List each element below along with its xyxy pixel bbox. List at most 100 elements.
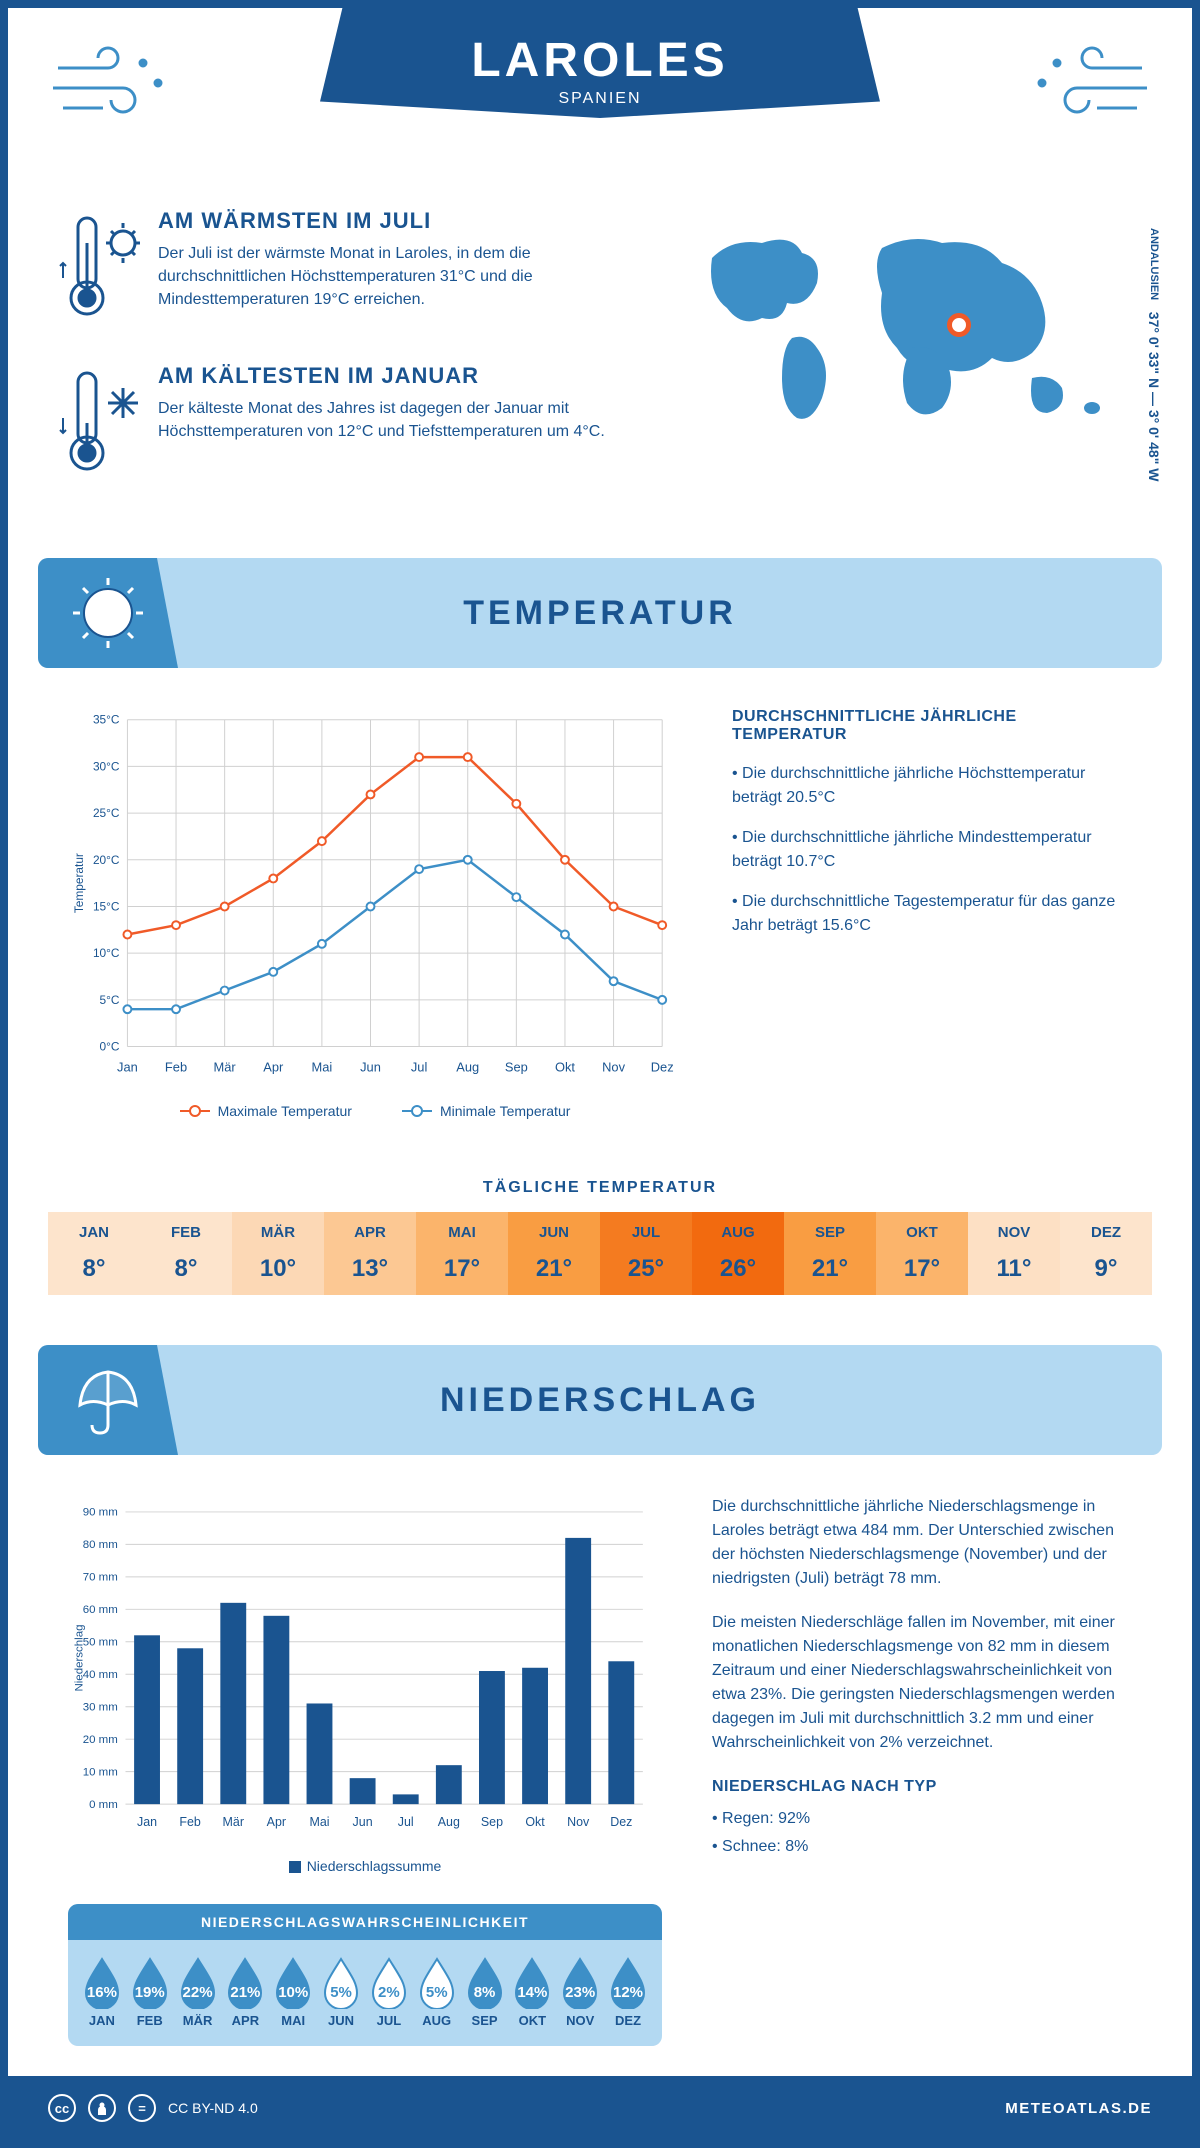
warmest-block: AM WÄRMSTEN IM JULI Der Juli ist der wär… bbox=[58, 208, 642, 333]
svg-text:Feb: Feb bbox=[165, 1059, 187, 1074]
daily-temp-cell: JUN21° bbox=[508, 1212, 600, 1295]
svg-text:Aug: Aug bbox=[438, 1815, 460, 1829]
prob-cell: 16% JAN bbox=[78, 1955, 126, 2028]
svg-text:50 mm: 50 mm bbox=[83, 1637, 118, 1649]
daily-temp-title: TÄGLICHE TEMPERATUR bbox=[8, 1179, 1192, 1197]
precipitation-probability-box: NIEDERSCHLAGSWAHRSCHEINLICHKEIT 16% JAN … bbox=[68, 1904, 662, 2046]
svg-text:25°C: 25°C bbox=[93, 806, 120, 820]
footer: cc = CC BY-ND 4.0 METEOATLAS.DE bbox=[8, 2076, 1192, 2140]
coldest-text: Der kälteste Monat des Jahres ist dagege… bbox=[158, 397, 642, 443]
daily-temp-cell: NOV11° bbox=[968, 1212, 1060, 1295]
precipitation-chart: 0 mm10 mm20 mm30 mm40 mm50 mm60 mm70 mm8… bbox=[68, 1495, 662, 2046]
svg-text:30°C: 30°C bbox=[93, 759, 120, 773]
prob-cell: 8% SEP bbox=[461, 1955, 509, 2028]
temperature-content: 0°C5°C10°C15°C20°C25°C30°C35°CJanFebMärA… bbox=[8, 668, 1192, 1159]
svg-text:Aug: Aug bbox=[456, 1059, 479, 1074]
prob-cell: 19% FEB bbox=[126, 1955, 174, 2028]
svg-text:60 mm: 60 mm bbox=[83, 1604, 118, 1616]
svg-text:10 mm: 10 mm bbox=[83, 1766, 118, 1778]
daily-temp-cell: APR13° bbox=[324, 1212, 416, 1295]
temp-chart-legend: Maximale Temperatur Minimale Temperatur bbox=[68, 1103, 682, 1119]
prob-cell: 21% APR bbox=[221, 1955, 269, 2028]
svg-text:Nov: Nov bbox=[567, 1815, 590, 1829]
temp-bullet: • Die durchschnittliche jährliche Höchst… bbox=[732, 762, 1132, 810]
svg-text:80 mm: 80 mm bbox=[83, 1539, 118, 1551]
sun-icon bbox=[38, 558, 178, 668]
site-name: METEOATLAS.DE bbox=[1005, 2100, 1152, 2117]
svg-text:Nov: Nov bbox=[602, 1059, 625, 1074]
wind-icon bbox=[1022, 38, 1152, 133]
coldest-title: AM KÄLTESTEN IM JANUAR bbox=[158, 363, 642, 389]
precip-para1: Die durchschnittliche jährliche Niedersc… bbox=[712, 1495, 1132, 1591]
nd-icon: = bbox=[128, 2094, 156, 2122]
warmest-title: AM WÄRMSTEN IM JULI bbox=[158, 208, 642, 234]
svg-text:Mär: Mär bbox=[214, 1059, 237, 1074]
precipitation-content: 0 mm10 mm20 mm30 mm40 mm50 mm60 mm70 mm8… bbox=[8, 1455, 1192, 2076]
world-map: ANDALUSIEN 37° 0' 33" N — 3° 0' 48" W bbox=[682, 208, 1142, 518]
svg-text:90 mm: 90 mm bbox=[83, 1507, 118, 1519]
svg-text:Jan: Jan bbox=[137, 1815, 157, 1829]
svg-text:Temperatur: Temperatur bbox=[72, 853, 86, 913]
coordinates: ANDALUSIEN 37° 0' 33" N — 3° 0' 48" W bbox=[1146, 228, 1162, 481]
svg-text:Apr: Apr bbox=[263, 1059, 284, 1074]
license-block: cc = CC BY-ND 4.0 bbox=[48, 2094, 258, 2122]
thermometer-sun-icon bbox=[58, 208, 138, 333]
intro-text-column: AM WÄRMSTEN IM JULI Der Juli ist der wär… bbox=[58, 208, 642, 518]
svg-text:0°C: 0°C bbox=[100, 1040, 120, 1054]
precip-type-item: • Regen: 92% bbox=[712, 1807, 1132, 1831]
temp-bullet: • Die durchschnittliche jährliche Mindes… bbox=[732, 826, 1132, 874]
svg-text:0 mm: 0 mm bbox=[89, 1799, 118, 1811]
country-subtitle: SPANIEN bbox=[400, 90, 800, 108]
precip-type-item: • Schnee: 8% bbox=[712, 1835, 1132, 1859]
svg-text:Feb: Feb bbox=[179, 1815, 201, 1829]
daily-temp-cell: MÄR10° bbox=[232, 1212, 324, 1295]
umbrella-icon bbox=[38, 1345, 178, 1455]
precipitation-title: NIEDERSCHLAG bbox=[440, 1381, 760, 1420]
daily-temp-cell: MAI17° bbox=[416, 1212, 508, 1295]
svg-text:Okt: Okt bbox=[525, 1815, 545, 1829]
prob-title: NIEDERSCHLAGSWAHRSCHEINLICHKEIT bbox=[68, 1904, 662, 1940]
svg-text:20°C: 20°C bbox=[93, 853, 120, 867]
by-icon bbox=[88, 2094, 116, 2122]
svg-text:5°C: 5°C bbox=[100, 993, 120, 1007]
temp-bullet: • Die durchschnittliche Tagestemperatur … bbox=[732, 890, 1132, 938]
svg-text:Jun: Jun bbox=[360, 1059, 381, 1074]
daily-temp-cell: OKT17° bbox=[876, 1212, 968, 1295]
svg-text:Niederschlag: Niederschlag bbox=[73, 1625, 85, 1692]
thermometer-snow-icon bbox=[58, 363, 138, 488]
wind-icon bbox=[48, 38, 178, 133]
temperature-section-header: TEMPERATUR bbox=[38, 558, 1162, 668]
precipitation-info: Die durchschnittliche jährliche Niedersc… bbox=[712, 1495, 1132, 2046]
svg-text:Sep: Sep bbox=[481, 1815, 503, 1829]
prob-cell: 22% MÄR bbox=[174, 1955, 222, 2028]
temperature-title: TEMPERATUR bbox=[463, 594, 737, 633]
prob-cell: 2% JUL bbox=[365, 1955, 413, 2028]
svg-text:Jun: Jun bbox=[353, 1815, 373, 1829]
prob-cell: 23% NOV bbox=[556, 1955, 604, 2028]
daily-temp-cell: JUL25° bbox=[600, 1212, 692, 1295]
prob-cell: 14% OKT bbox=[508, 1955, 556, 2028]
temperature-info: DURCHSCHNITTLICHE JÄHRLICHE TEMPERATUR •… bbox=[732, 708, 1132, 1119]
daily-temp-table: JAN8°FEB8°MÄR10°APR13°MAI17°JUN21°JUL25°… bbox=[48, 1212, 1152, 1295]
header: LAROLES SPANIEN bbox=[8, 8, 1192, 188]
svg-text:35°C: 35°C bbox=[93, 713, 120, 727]
svg-text:Mär: Mär bbox=[223, 1815, 244, 1829]
daily-temp-cell: JAN8° bbox=[48, 1212, 140, 1295]
svg-text:Dez: Dez bbox=[651, 1059, 674, 1074]
svg-text:Apr: Apr bbox=[267, 1815, 286, 1829]
svg-text:40 mm: 40 mm bbox=[83, 1669, 118, 1681]
temp-info-title: DURCHSCHNITTLICHE JÄHRLICHE TEMPERATUR bbox=[732, 708, 1132, 744]
svg-text:Okt: Okt bbox=[555, 1059, 575, 1074]
precip-para2: Die meisten Niederschläge fallen im Nove… bbox=[712, 1611, 1132, 1755]
intro-section: AM WÄRMSTEN IM JULI Der Juli ist der wär… bbox=[8, 188, 1192, 558]
world-map-svg bbox=[682, 208, 1112, 448]
cc-icon: cc bbox=[48, 2094, 76, 2122]
daily-temp-cell: DEZ9° bbox=[1060, 1212, 1152, 1295]
svg-text:15°C: 15°C bbox=[93, 899, 120, 913]
precip-type-title: NIEDERSCHLAG NACH TYP bbox=[712, 1775, 1132, 1799]
svg-text:Dez: Dez bbox=[610, 1815, 632, 1829]
svg-text:Jan: Jan bbox=[117, 1059, 138, 1074]
city-title: LAROLES bbox=[400, 33, 800, 88]
page: LAROLES SPANIEN AM WÄRMSTEN IM JULI Der … bbox=[0, 0, 1200, 2148]
daily-temp-cell: AUG26° bbox=[692, 1212, 784, 1295]
